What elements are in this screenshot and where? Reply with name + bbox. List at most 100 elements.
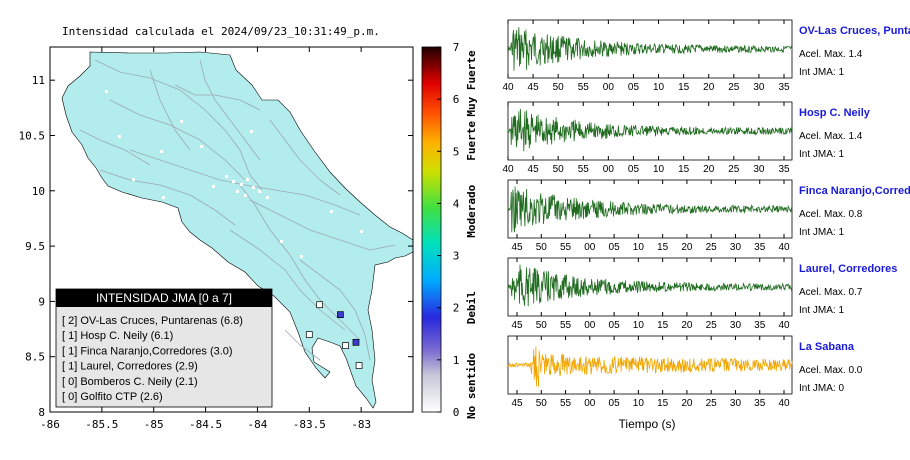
station-marker (352, 338, 360, 346)
waveform-tick-label: 40 (778, 398, 790, 409)
colorbar-tick-label: 0 (453, 406, 460, 419)
legend-item: [ 0] Golfito CTP (2.6) (62, 391, 163, 403)
map-frame (49, 46, 414, 413)
waveform-tick-label: 10 (653, 164, 665, 175)
waveform-panel: 45 50 55 00 05 10 15 20 25 30 35 40 La Sabana Acel. M… (507, 335, 863, 409)
waveform-tick-label: 35 (778, 164, 790, 175)
map-x-tick-label: -85 (144, 418, 164, 431)
waveform-tick-label: 15 (678, 164, 690, 175)
land-shape (61, 51, 414, 409)
waveform-tick-label: 50 (536, 320, 548, 331)
station-name: Laurel, Corredores (799, 263, 897, 275)
waveform-x-label: Tiempo (s) (619, 417, 676, 431)
peak-acceleration: Acel. Max. 1.4 (799, 49, 863, 60)
waveform-tick-label: 10 (633, 320, 645, 331)
legend-header (56, 289, 272, 307)
waveform-tick-label: 35 (754, 398, 766, 409)
waveform-tick-label: 50 (553, 82, 565, 93)
waveform-tick-label: 35 (778, 82, 790, 93)
colorbar-label: No sentido (465, 352, 478, 419)
waveform-tick-label: 50 (553, 164, 565, 175)
waveform-tick-label: 05 (609, 398, 621, 409)
waveform-tick-label: 20 (703, 164, 715, 175)
map-y-tick-label: 11 (32, 74, 45, 87)
waveform-tick-label: 25 (728, 164, 740, 175)
waveform-tick-label: 50 (536, 242, 548, 253)
waveform-trace (507, 27, 793, 71)
waveform-tick-label: 30 (730, 320, 742, 331)
waveform-trace (507, 108, 793, 152)
colorbar-labels: No sentido Debil Moderado Fuerte Muy Fuerte (465, 50, 478, 419)
waveform-tick-label: 25 (706, 242, 718, 253)
colorbar-tick-label: 6 (453, 93, 460, 106)
waveform-tick-label: 00 (584, 398, 596, 409)
station-marker (337, 311, 344, 319)
peak-acceleration: Acel. Max. 1.4 (799, 131, 863, 142)
legend-item: [ 0] Bomberos C. Neily (2.1) (62, 376, 198, 388)
waveform-tick-label: 45 (528, 82, 540, 93)
waveform-panels: 40 45 50 55 00 05 10 15 20 25 30 35 OV-Las Cruces, P… (502, 19, 910, 409)
waveform-tick-label: 15 (657, 242, 669, 253)
waveform-trace (507, 186, 793, 233)
waveform-tick-label: 00 (584, 242, 596, 253)
station-marker (305, 331, 313, 338)
colorbar-label: Moderado (465, 184, 478, 237)
station-marker (316, 301, 324, 309)
map-y-tick-label: 10 (32, 185, 45, 198)
waveform-tick-label: 15 (657, 320, 669, 331)
map-x-tick-label: -83.5 (293, 418, 326, 431)
waveform-tick-label: 40 (778, 242, 790, 253)
waveform-tick-label: 05 (609, 242, 621, 253)
waveform-tick-label: 55 (560, 320, 572, 331)
waveform-tick-label: 55 (578, 164, 590, 175)
colorbar-label: Fuerte (465, 121, 478, 161)
waveform-tick-label: 30 (730, 242, 742, 253)
waveform-trace (507, 264, 793, 307)
waveform-tick-label: 05 (609, 320, 621, 331)
waveform-tick-label: 25 (706, 398, 718, 409)
waveform-tick-label: 15 (657, 398, 669, 409)
waveform-tick-label: 30 (730, 398, 742, 409)
waveform-tick-label: 05 (628, 164, 640, 175)
peak-acceleration: Acel. Max. 0.0 (799, 365, 863, 376)
legend-title: INTENSIDAD JMA [0 a 7] (96, 291, 232, 305)
waveform-tick-label: 35 (754, 242, 766, 253)
waveform-tick-label: 00 (584, 320, 596, 331)
waveform-tick-label: 45 (511, 242, 523, 253)
colorbar-label: Debil (465, 291, 478, 324)
town-markers (105, 90, 363, 258)
waveform-frame (507, 19, 793, 79)
waveform-tick-label: 45 (528, 164, 540, 175)
waveform-tick-label: 10 (653, 82, 665, 93)
waveform-tick-label: 15 (678, 82, 690, 93)
map-y-tick-label: 9 (38, 295, 45, 308)
intensity-legend: INTENSIDAD JMA [0 a 7] [ 2] OV-Las Cruce… (55, 288, 273, 408)
map-y-tick-label: 8 (38, 406, 45, 419)
waveform-tick-label: 20 (681, 320, 693, 331)
waveform-tick-label: 00 (603, 164, 615, 175)
legend-item: [ 1] Hosp C. Neily (6.1) (62, 330, 173, 342)
colorbar-tick-label: 5 (453, 145, 460, 158)
waveform-tick-label: 20 (681, 398, 693, 409)
waveform-trace (507, 346, 793, 387)
waveform-tick-label: 20 (681, 242, 693, 253)
peak-acceleration: Acel. Max. 0.8 (799, 209, 863, 220)
legend-background (55, 288, 273, 408)
legend-item: [ 2] OV-Las Cruces, Puntarenas (6.8) (62, 315, 243, 327)
waveform-tick-label: 00 (603, 82, 615, 93)
station-name: La Sabana (799, 341, 855, 353)
peak-acceleration: Acel. Max. 0.7 (799, 287, 863, 298)
station-name: OV-Las Cruces, Puntar (799, 25, 910, 37)
colorbar-tick-label: 2 (453, 302, 460, 315)
waveform-tick-label: 10 (633, 398, 645, 409)
waveform-tick-label: 40 (502, 164, 514, 175)
waveform-tick-label: 35 (754, 320, 766, 331)
waveform-tick-label: 55 (578, 82, 590, 93)
map-y-tick-label: 9.5 (25, 240, 45, 253)
station-markers (305, 301, 363, 369)
jma-intensity: Int JMA: 1 (799, 149, 844, 160)
jma-intensity: Int JMA: 1 (799, 67, 844, 78)
map-title: Intensidad calculada el 2024/09/23_10:31… (62, 25, 380, 38)
waveform-tick-label: 45 (511, 320, 523, 331)
